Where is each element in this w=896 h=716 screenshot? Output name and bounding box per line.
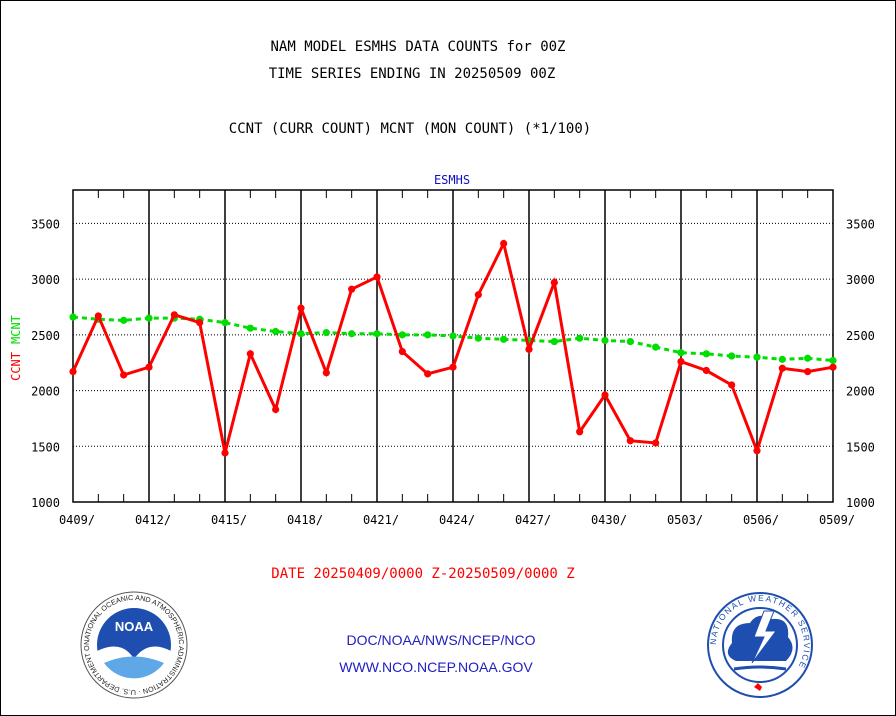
data-point-mcnt xyxy=(829,356,837,365)
data-point-ccnt xyxy=(246,350,254,358)
data-point-mcnt xyxy=(424,331,432,339)
y-tick-label-right: 1500 xyxy=(846,440,875,454)
data-point-ccnt xyxy=(728,381,736,389)
date-range: DATE 20250409/0000 Z-20250509/0000 Z xyxy=(271,566,574,582)
data-point-ccnt xyxy=(702,366,710,375)
data-point-mcnt xyxy=(348,330,356,338)
y-tick-label-right: 3500 xyxy=(846,217,875,231)
axes: 1000 1000 1500 1500 2000 2000 2500 2500 3000 3000… xyxy=(31,189,875,527)
data-point-mcnt xyxy=(702,350,710,358)
y-tick-label-left: 1500 xyxy=(31,440,60,454)
data-point-ccnt xyxy=(145,363,153,371)
data-point-ccnt xyxy=(398,347,406,356)
data-point-ccnt xyxy=(601,391,609,399)
data-point-ccnt xyxy=(525,345,533,353)
data-point-ccnt xyxy=(221,449,229,457)
data-point-ccnt xyxy=(373,273,381,281)
x-tick-label: 0506/ xyxy=(743,513,779,527)
data-point-mcnt xyxy=(272,327,280,336)
y-axis-label-mcnt: MCNT xyxy=(9,315,23,344)
panel-title: ESMHS xyxy=(434,173,470,187)
series xyxy=(69,239,837,457)
data-point-mcnt xyxy=(398,331,406,339)
x-tick-label: 0424/ xyxy=(439,513,475,527)
y-axis-label-ccnt: CCNT xyxy=(9,352,23,381)
y-tick-label-right: 1000 xyxy=(846,496,875,510)
data-point-ccnt xyxy=(677,358,685,366)
chart-title-line1: NAM MODEL ESMHS DATA COUNTS for 00Z xyxy=(270,39,565,55)
data-point-ccnt xyxy=(550,278,558,287)
x-tick-label: 0509/ xyxy=(819,513,855,527)
plot-frame xyxy=(72,189,834,503)
data-point-ccnt xyxy=(449,363,457,371)
y-tick-label-right: 3000 xyxy=(846,273,875,287)
data-point-ccnt xyxy=(474,291,482,299)
data-point-ccnt xyxy=(348,285,356,293)
data-point-mcnt xyxy=(728,352,736,360)
x-tick-label: 0503/ xyxy=(667,513,703,527)
data-point-ccnt xyxy=(804,368,812,376)
y-tick-label-left: 1000 xyxy=(31,496,60,510)
noaa-logo-text: NOAA xyxy=(115,619,154,634)
data-point-mcnt xyxy=(246,324,254,332)
data-point-mcnt xyxy=(221,319,229,327)
data-point-mcnt xyxy=(449,332,457,340)
data-point-mcnt xyxy=(297,330,305,338)
noaa-logo: NOAA NATIONAL OCEANIC AND ATMOSPHERIC AD… xyxy=(80,591,188,699)
data-point-ccnt xyxy=(829,363,837,371)
data-point-ccnt xyxy=(120,371,128,379)
data-point-ccnt xyxy=(778,364,786,372)
data-point-mcnt xyxy=(550,337,558,346)
data-point-mcnt xyxy=(120,316,128,324)
data-point-mcnt xyxy=(677,349,685,357)
x-tick-label: 0427/ xyxy=(515,513,551,527)
x-tick-label: 0409/ xyxy=(59,513,95,527)
y-tick-label-left: 3000 xyxy=(31,273,60,287)
data-point-ccnt xyxy=(576,428,584,436)
data-point-mcnt xyxy=(626,337,634,346)
data-point-mcnt xyxy=(69,313,77,321)
data-point-mcnt xyxy=(601,336,609,345)
x-tick-label: 0418/ xyxy=(287,513,323,527)
data-point-mcnt xyxy=(373,330,381,338)
data-point-ccnt xyxy=(322,369,330,377)
data-point-ccnt xyxy=(170,311,178,319)
y-tick-label-right: 2000 xyxy=(846,385,875,399)
x-tick-label: 0430/ xyxy=(591,513,627,527)
data-point-mcnt xyxy=(500,335,508,343)
data-point-ccnt xyxy=(424,370,432,378)
data-point-mcnt xyxy=(576,334,584,342)
chart-subtitle: CCNT (CURR COUNT) MCNT (MON COUNT) (*1/1… xyxy=(229,121,591,137)
y-axis-label: CCNT MCNT xyxy=(9,315,23,381)
data-point-ccnt xyxy=(297,304,305,312)
data-point-mcnt xyxy=(778,355,786,363)
y-tick-label-left: 3500 xyxy=(31,217,60,231)
x-tick-label: 0415/ xyxy=(211,513,247,527)
y-tick-label-left: 2000 xyxy=(31,385,60,399)
data-point-ccnt xyxy=(69,368,77,376)
website: WWW.NCO.NCEP.NOAA.GOV xyxy=(339,659,533,675)
data-point-mcnt xyxy=(474,334,482,342)
data-point-ccnt xyxy=(94,312,102,320)
data-point-mcnt xyxy=(322,329,330,337)
data-point-mcnt xyxy=(652,343,660,351)
y-tick-label-left: 2500 xyxy=(31,329,60,343)
data-point-ccnt xyxy=(626,437,634,445)
chart-title-line2: TIME SERIES ENDING IN 20250509 00Z xyxy=(269,66,556,82)
data-point-mcnt xyxy=(753,353,761,361)
data-point-ccnt xyxy=(500,239,508,248)
data-point-ccnt xyxy=(272,405,280,414)
data-point-ccnt xyxy=(196,319,204,327)
data-point-mcnt xyxy=(145,314,153,322)
x-tick-label: 0412/ xyxy=(135,513,171,527)
org-path: DOC/NOAA/NWS/NCEP/NCO xyxy=(346,632,535,648)
nws-logo: NATIONAL WEATHER SERVICE xyxy=(707,592,813,698)
data-point-ccnt xyxy=(753,447,761,455)
data-point-ccnt xyxy=(652,439,660,447)
y-tick-label-right: 2500 xyxy=(846,329,875,343)
x-tick-label: 0421/ xyxy=(363,513,399,527)
data-point-mcnt xyxy=(804,354,812,362)
